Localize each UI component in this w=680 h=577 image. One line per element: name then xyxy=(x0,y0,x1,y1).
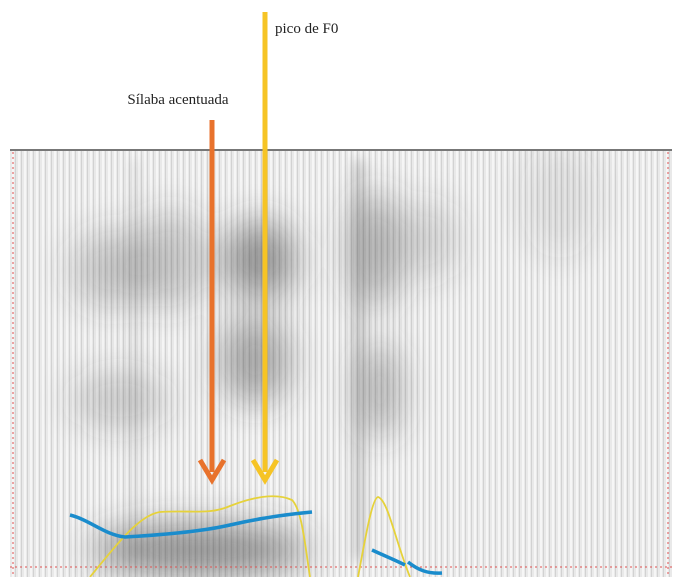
intensity-curve xyxy=(371,548,443,575)
f0-curve xyxy=(89,495,311,577)
spectrogram xyxy=(10,150,672,577)
stress-arrow xyxy=(197,120,227,485)
f0-curve xyxy=(357,496,411,577)
frame xyxy=(10,152,672,577)
f0-arrow xyxy=(250,12,280,485)
f0-label: pico de F0 xyxy=(275,21,338,37)
stress-label: Sílaba acentuada xyxy=(127,92,229,108)
intensity-curve xyxy=(69,510,313,539)
